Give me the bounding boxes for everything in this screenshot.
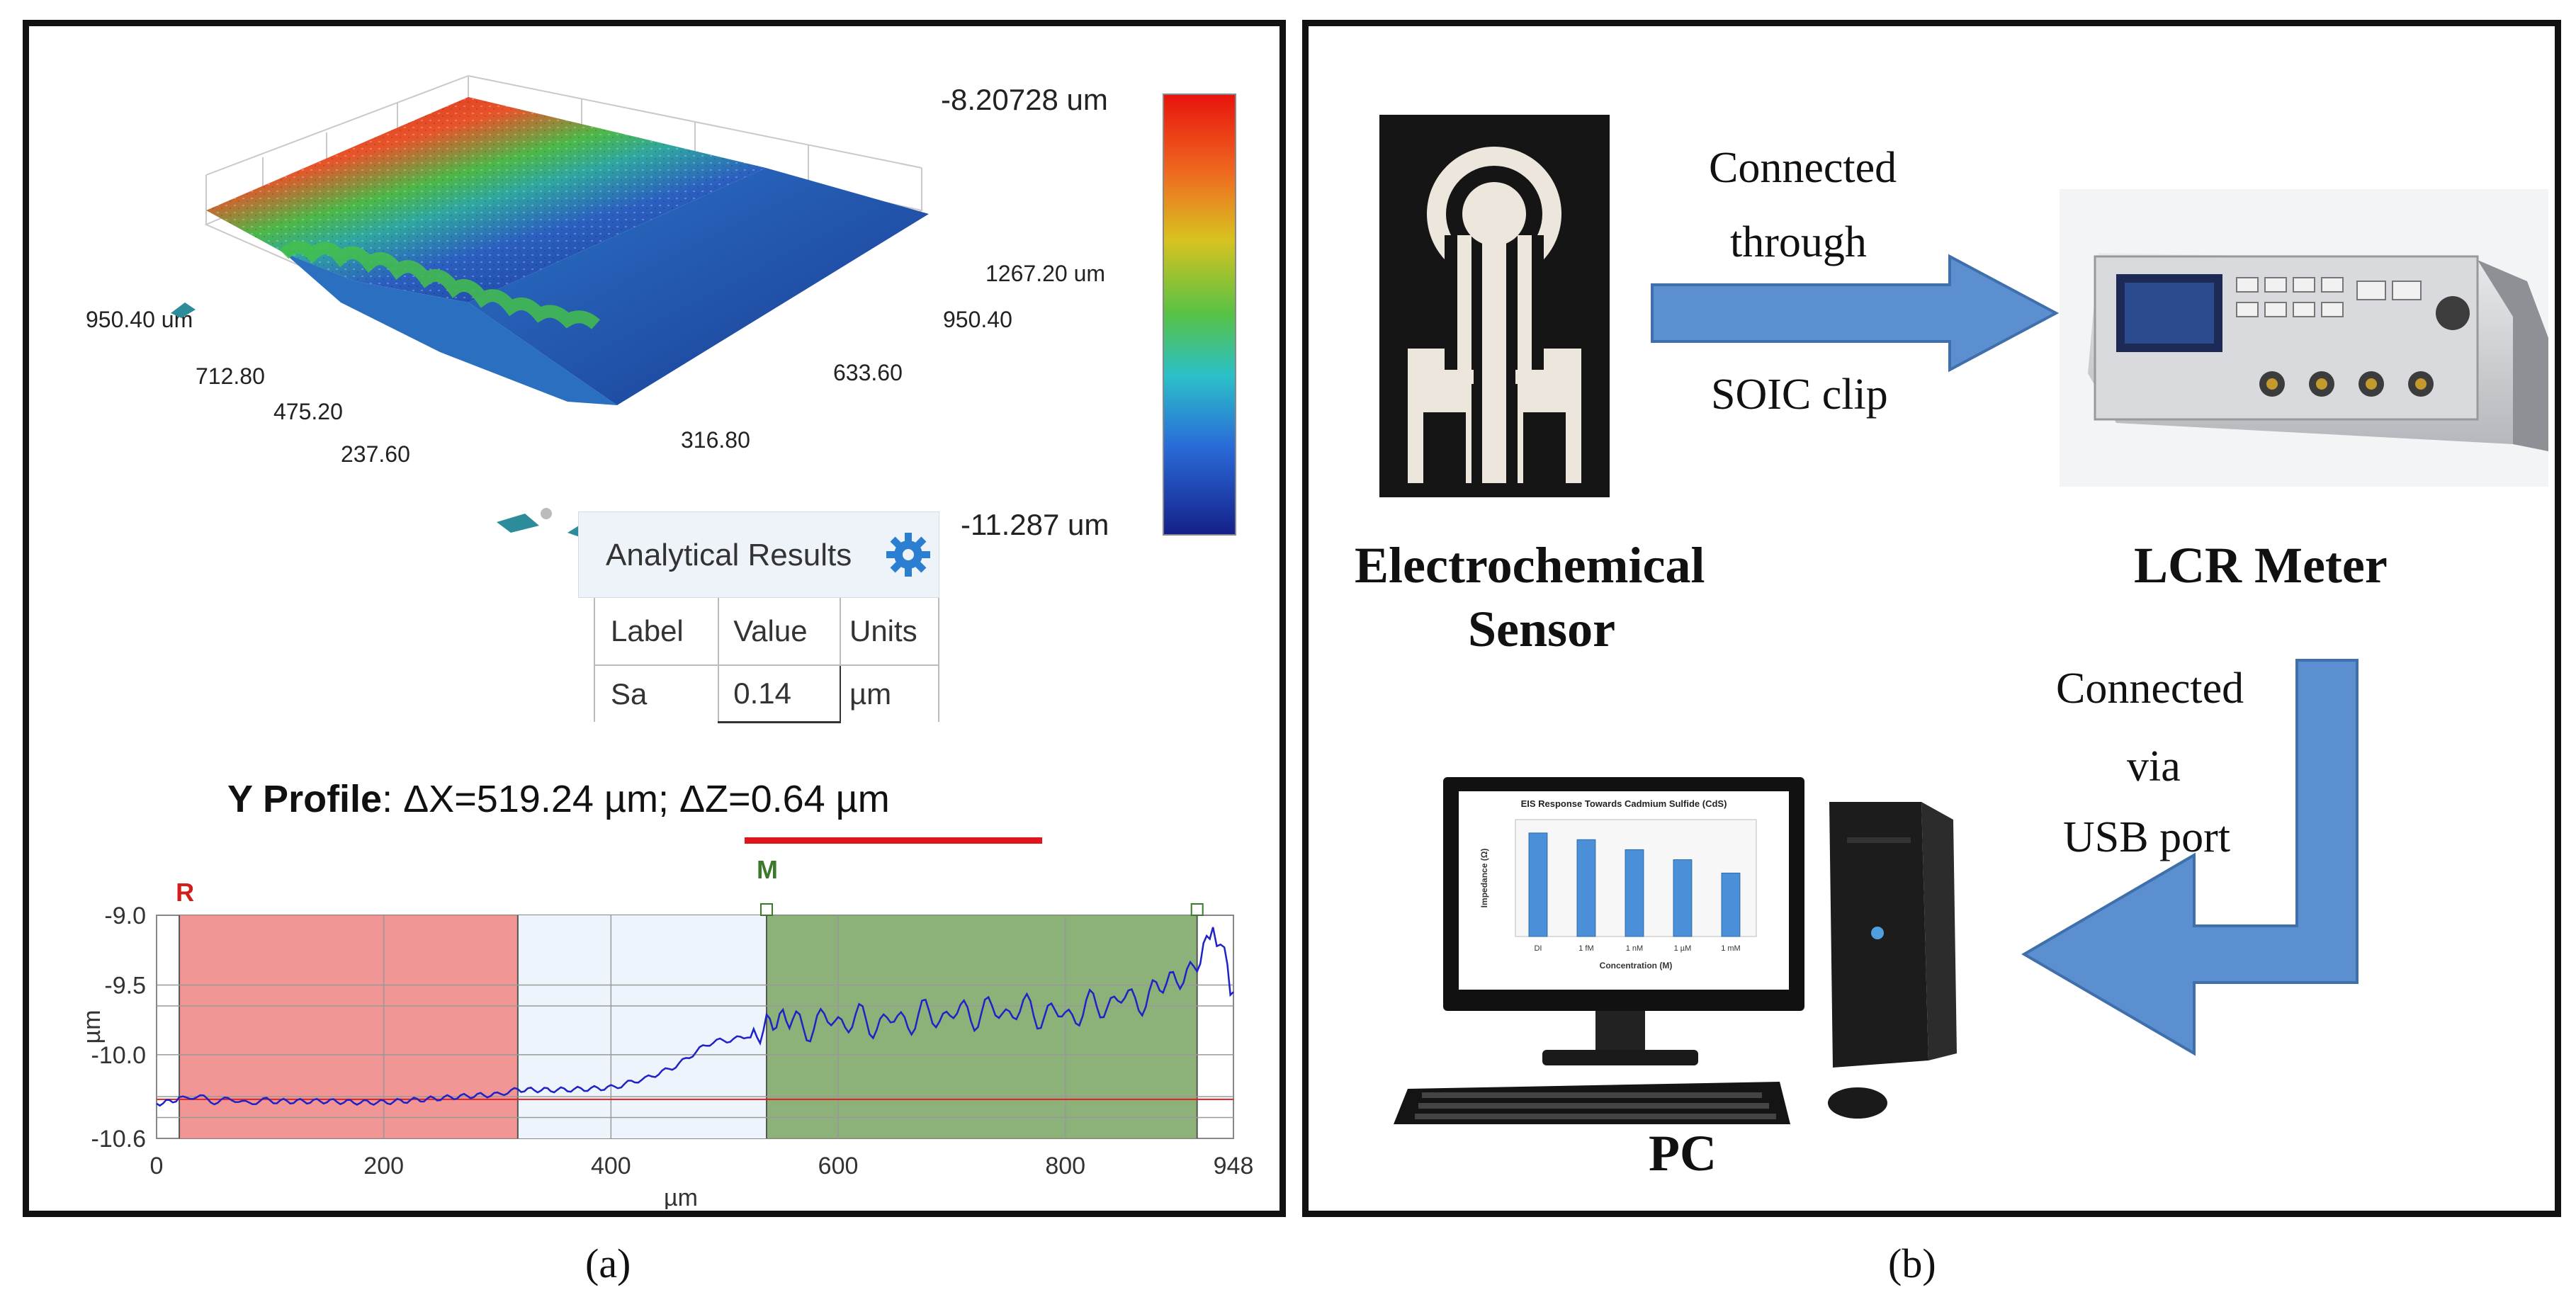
y-tick-3: -10.6 (91, 1126, 147, 1153)
surface-3d-plot: 950.40 um 712.80 475.20 237.60 316.80 63… (86, 75, 1105, 538)
colorbar (1163, 94, 1236, 536)
x-tick-5: 948 (1214, 1153, 1254, 1179)
panel-a: 950.40 um 712.80 475.20 237.60 316.80 63… (23, 20, 1286, 1217)
meter-label: LCR Meter (2134, 537, 2388, 594)
y-tick-0: -9.0 (104, 903, 146, 929)
surface-label-6: 950.40 (943, 307, 1012, 332)
arrow1-text-3: SOIC clip (1711, 370, 1888, 419)
monitor-cat-0: DI (1534, 944, 1542, 953)
monitor-cat-4: 1 mM (1721, 944, 1741, 953)
surface-label-2: 475.20 (273, 399, 343, 424)
middle-band (517, 915, 767, 1138)
profile-chart: R M -9.0 -9.5 -10.0 -10.60 200 400 600 800 948 µm µm (79, 855, 1254, 1209)
region-R (179, 915, 518, 1138)
analytical-results-panel: Analytical Results (578, 511, 940, 749)
monitor-xlabel: Concentration (M) (1600, 961, 1673, 971)
monitor-cat-3: 1 µM (1674, 944, 1692, 953)
caption-b: (b) (1888, 1240, 1936, 1286)
gear-icon[interactable] (883, 530, 933, 579)
y-axis-label: µm (79, 1010, 106, 1044)
monitor-cat-2: 1 nM (1626, 944, 1643, 953)
arrow1-text-1: Connected (1709, 144, 1897, 192)
surface-label-5: 633.60 (833, 360, 903, 385)
arrow1-text-2: through (1730, 218, 1867, 266)
monitor-bar-4 (1721, 872, 1741, 937)
x-tick-0: 0 (150, 1153, 164, 1179)
x-tick-3: 600 (818, 1153, 859, 1179)
monitor-chart-title: EIS Response Towards Cadmium Sulfide (Cd… (1521, 798, 1727, 809)
monitor-ylabel: Impedance (Ω) (1479, 849, 1489, 908)
x-tick-2: 400 (591, 1153, 631, 1179)
surface-label-4: 316.80 (681, 427, 750, 453)
caption-a: (a) (585, 1240, 631, 1286)
col-units-header: Units (839, 598, 940, 666)
y-tick-1: -9.5 (104, 972, 146, 999)
results-title: Analytical Results (606, 538, 852, 572)
surface-label-1: 712.80 (196, 363, 265, 389)
cell-value: 0.14 (718, 664, 841, 723)
x-tick-4: 800 (1045, 1153, 1085, 1179)
cell-units: µm (839, 664, 940, 722)
profile-title-rest: : ΔX=519.24 µm; ΔZ=0.64 µm (382, 778, 890, 820)
col-label-header: Label (593, 598, 720, 666)
sensor-photo (1379, 115, 1610, 497)
x-tick-1: 200 (363, 1153, 404, 1179)
monitor-bar-2 (1625, 849, 1644, 937)
results-table: Label Value Units Sa 0.14 µm (593, 598, 940, 723)
region-M (767, 915, 1197, 1138)
x-axis-label: µm (664, 1184, 698, 1209)
arrow2-text-3: USB port (2063, 813, 2230, 861)
arrow-sensor-to-meter (1651, 254, 2060, 373)
sensor-label-line1: Electrochemical (1355, 537, 1705, 594)
profile-title-bold: Y Profile (227, 778, 383, 820)
col-value-header: Value (718, 598, 841, 666)
marker-r-label: R (176, 878, 194, 907)
monitor-bar-0 (1528, 832, 1548, 937)
y-tick-2: -10.0 (91, 1042, 147, 1069)
colorbar-max-label: -8.20728 um (941, 83, 1108, 116)
monitor-bar-1 (1576, 839, 1596, 937)
arrow2-text-1: Connected (2056, 664, 2244, 713)
monitor-bar-3 (1673, 859, 1693, 937)
surface-label-3: 237.60 (341, 441, 410, 467)
surface-label-7: 1267.20 um (985, 261, 1105, 286)
marker-m-label: M (757, 855, 778, 884)
marker-m-handle (760, 903, 774, 916)
lcr-meter-image (2060, 189, 2548, 487)
marker-m-end-handle (1190, 903, 1204, 916)
panel-b: Electrochemical Sensor Connected through… (1302, 20, 2561, 1217)
monitor-chart: EIS Response Towards Cadmium Sulfide (Cd… (1459, 791, 1789, 990)
cell-label: Sa (593, 664, 720, 722)
profile-line (156, 927, 1234, 1107)
monitor-cat-1: 1 fM (1578, 944, 1593, 953)
profile-title: Y Profile: ΔX=519.24 µm; ΔZ=0.64 µm (227, 777, 890, 821)
arrow-meter-to-pc (2021, 659, 2358, 1056)
pc-label: PC (1649, 1125, 1717, 1182)
sensor-label-line2: Sensor (1468, 601, 1616, 657)
colorbar-min-label: -11.287 um (961, 508, 1109, 541)
highlight-underline (745, 837, 1042, 844)
arrow2-text-2: via (2127, 742, 2181, 791)
results-header: Analytical Results (578, 511, 939, 598)
